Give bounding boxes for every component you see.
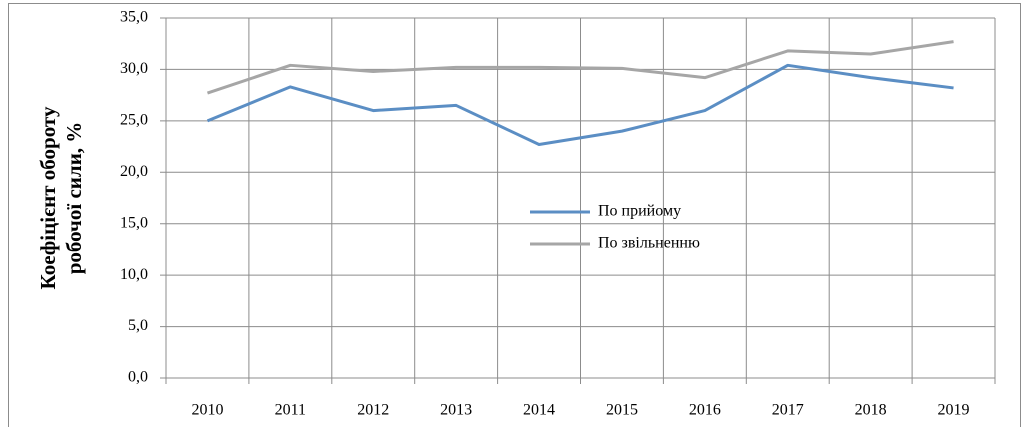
x-tick-label: 2016 (689, 402, 721, 419)
legend-label: По прийому (598, 203, 681, 220)
legend-label: По звільненню (598, 235, 700, 252)
chart-frame (8, 3, 1021, 427)
y-tick-label: 15,0 (120, 214, 148, 231)
x-tick-label: 2019 (938, 402, 970, 419)
series-line (206, 63, 954, 147)
x-tick-label: 2010 (191, 402, 223, 419)
y-tick-label: 10,0 (120, 266, 148, 283)
y-axis-label: робочої сили, % (62, 122, 86, 275)
x-tick-label: 2014 (523, 402, 555, 419)
x-tick-label: 2018 (855, 402, 887, 419)
y-tick-label: 0,0 (128, 369, 148, 386)
x-tick-label: 2011 (275, 402, 306, 419)
x-tick-label: 2015 (606, 402, 638, 419)
y-tick-label: 20,0 (120, 163, 148, 180)
x-tick-label: 2017 (772, 402, 804, 419)
x-tick-label: 2012 (357, 402, 389, 419)
series-line (206, 40, 954, 95)
y-tick-label: 35,0 (120, 9, 148, 26)
x-tick-label: 2013 (440, 402, 472, 419)
y-tick-label: 25,0 (120, 112, 148, 129)
y-tick-label: 5,0 (128, 317, 148, 334)
y-tick-label: 30,0 (120, 60, 148, 77)
y-axis-label: Коефіцієнт обороту (36, 106, 60, 289)
